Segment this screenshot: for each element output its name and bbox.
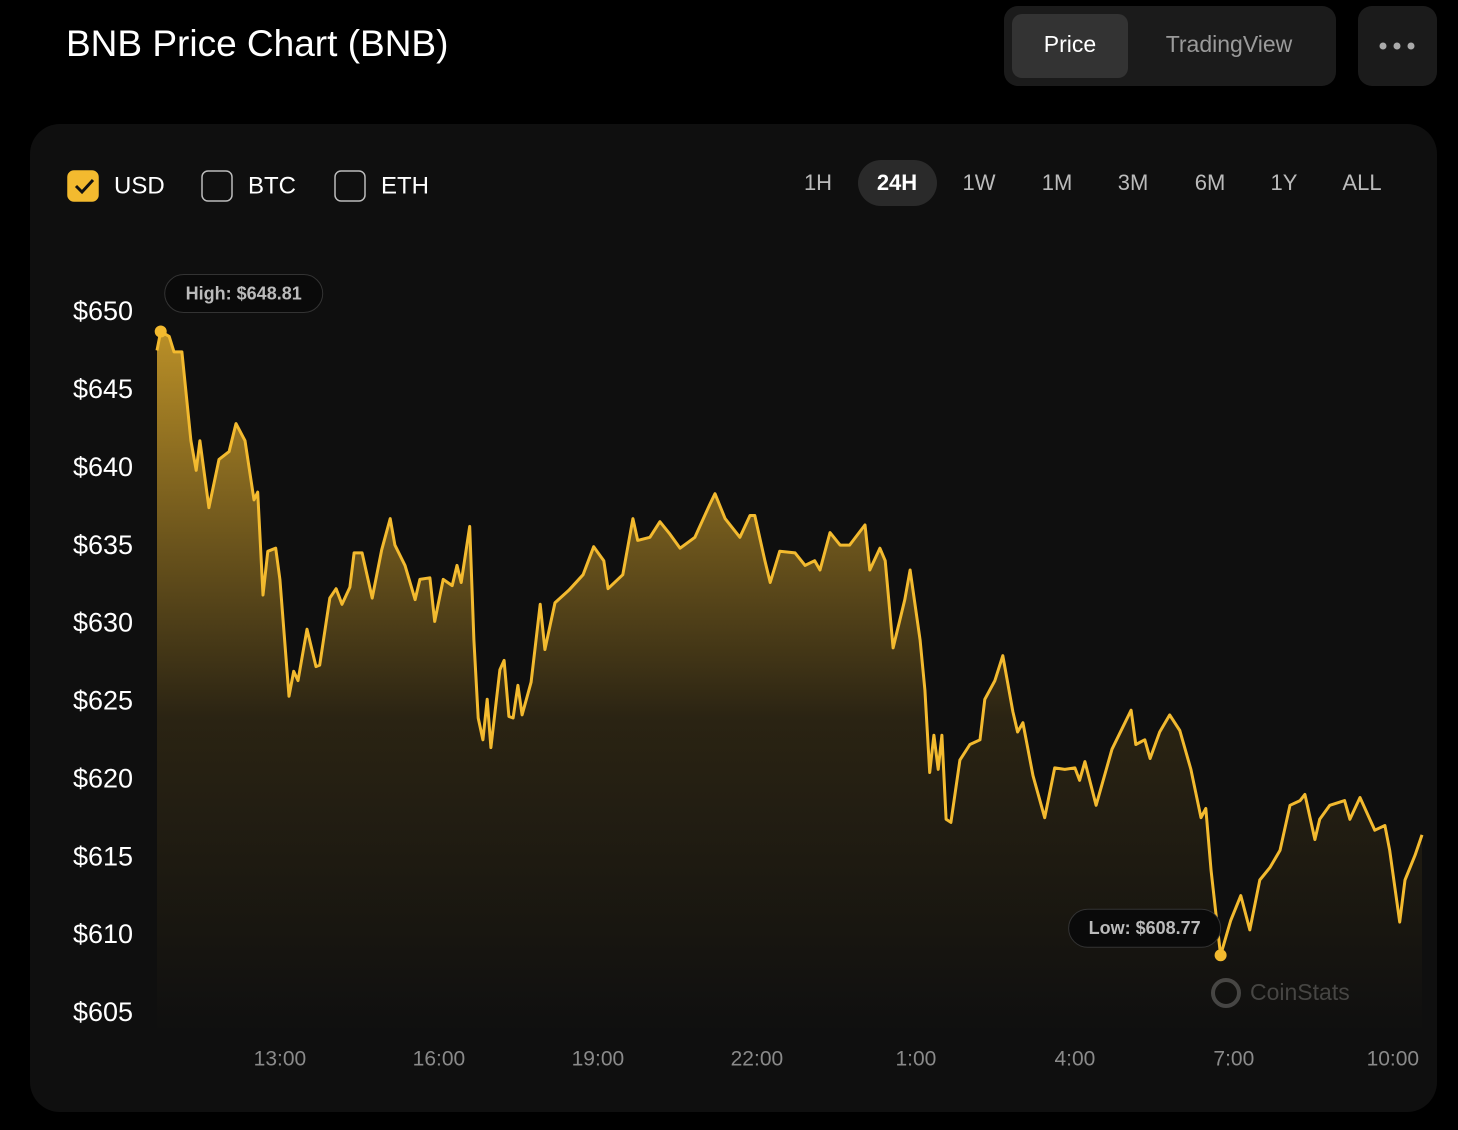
x-tick-label: 4:00	[1054, 1048, 1095, 1071]
y-tick-label: $650	[73, 296, 133, 326]
range-button[interactable]: ALL	[1342, 170, 1381, 195]
more-dot	[1407, 42, 1415, 50]
more-dot	[1393, 42, 1401, 50]
checkbox[interactable]	[67, 170, 99, 202]
currency-label[interactable]: ETH	[381, 172, 429, 199]
range-active-bg	[858, 160, 937, 206]
price-area	[157, 331, 1422, 1034]
range-button[interactable]: 6M	[1195, 170, 1226, 195]
y-tick-label: $640	[73, 452, 133, 482]
low-label-bg	[1068, 908, 1222, 948]
y-tick-label: $635	[73, 530, 133, 560]
range-button[interactable]: 24H	[877, 170, 917, 195]
tab[interactable]: Price	[1044, 31, 1096, 57]
high-dot	[154, 325, 167, 338]
tab[interactable]: TradingView	[1166, 31, 1293, 57]
range-button[interactable]: 3M	[1118, 170, 1149, 195]
x-tick-label: 10:00	[1367, 1048, 1420, 1071]
low-dot	[1214, 949, 1227, 962]
tab-active-bg	[1012, 14, 1128, 78]
range-button[interactable]: 1H	[804, 170, 832, 195]
range-button[interactable]: 1W	[963, 170, 996, 195]
x-tick-label: 13:00	[254, 1048, 307, 1071]
y-tick-label: $625	[73, 686, 133, 716]
y-tick-label: $620	[73, 763, 133, 793]
y-tick-label: $610	[73, 919, 133, 949]
x-tick-label: 16:00	[413, 1048, 466, 1071]
range-button[interactable]: 1Y	[1271, 170, 1298, 195]
y-tick-label: $630	[73, 608, 133, 638]
currency-label[interactable]: BTC	[248, 172, 296, 199]
x-tick-label: 19:00	[572, 1048, 625, 1071]
high-label-bg	[164, 274, 324, 314]
x-tick-label: 22:00	[731, 1048, 784, 1071]
y-tick-label: $605	[73, 997, 133, 1027]
x-tick-label: 1:00	[895, 1048, 936, 1071]
check-mark	[74, 178, 95, 195]
price-line	[155, 330, 1424, 957]
page-title: BNB Price Chart (BNB)	[66, 23, 448, 64]
y-tick-label: $615	[73, 841, 133, 871]
more-dot	[1379, 42, 1387, 50]
currency-label[interactable]: USD	[114, 172, 165, 199]
high-label: High: $648.81	[186, 283, 302, 303]
checkbox[interactable]	[334, 170, 366, 202]
checkbox[interactable]	[201, 170, 233, 202]
range-button[interactable]: 1M	[1042, 170, 1073, 195]
low-label: Low: $608.77	[1089, 918, 1201, 938]
x-tick-label: 7:00	[1213, 1048, 1254, 1071]
y-tick-label: $645	[73, 374, 133, 404]
